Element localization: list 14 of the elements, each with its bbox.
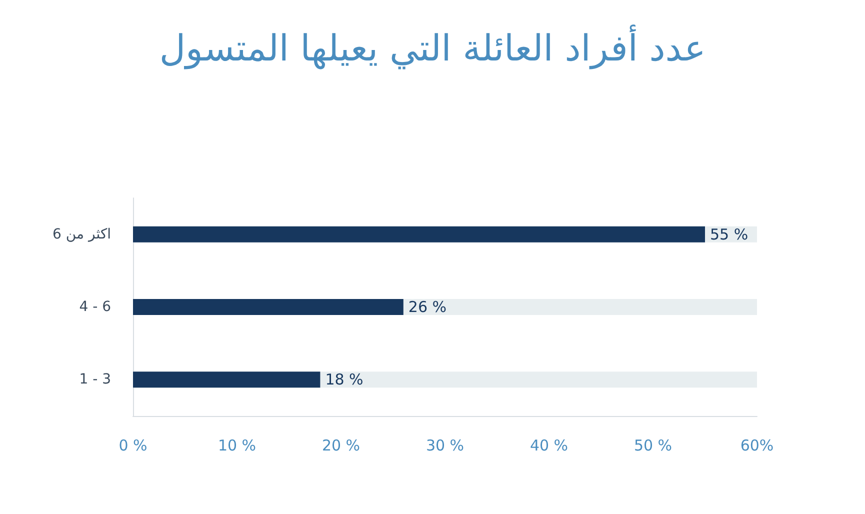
- x-tick-label: 10 %: [218, 436, 256, 454]
- x-tick-label: 0 %: [118, 436, 148, 454]
- x-tick-label: 50 %: [634, 436, 672, 454]
- x-tick-label: 20 %: [322, 436, 360, 454]
- x-tick-label: 30 %: [426, 436, 464, 454]
- y-tick-label: اكثر من 6: [52, 226, 111, 242]
- chart-title: عدد أفراد العائلة التي يعيلها المتسول: [159, 24, 706, 70]
- x-tick-label: 60%: [740, 436, 774, 454]
- y-tick-label: 1 - 3: [79, 372, 111, 388]
- data-label: 18 %: [325, 370, 364, 389]
- data-label: 55 %: [710, 225, 748, 244]
- data-label: 26 %: [408, 298, 447, 316]
- y-tick-label: 4 - 6: [79, 299, 112, 315]
- x-tick-label: 40 %: [530, 436, 568, 454]
